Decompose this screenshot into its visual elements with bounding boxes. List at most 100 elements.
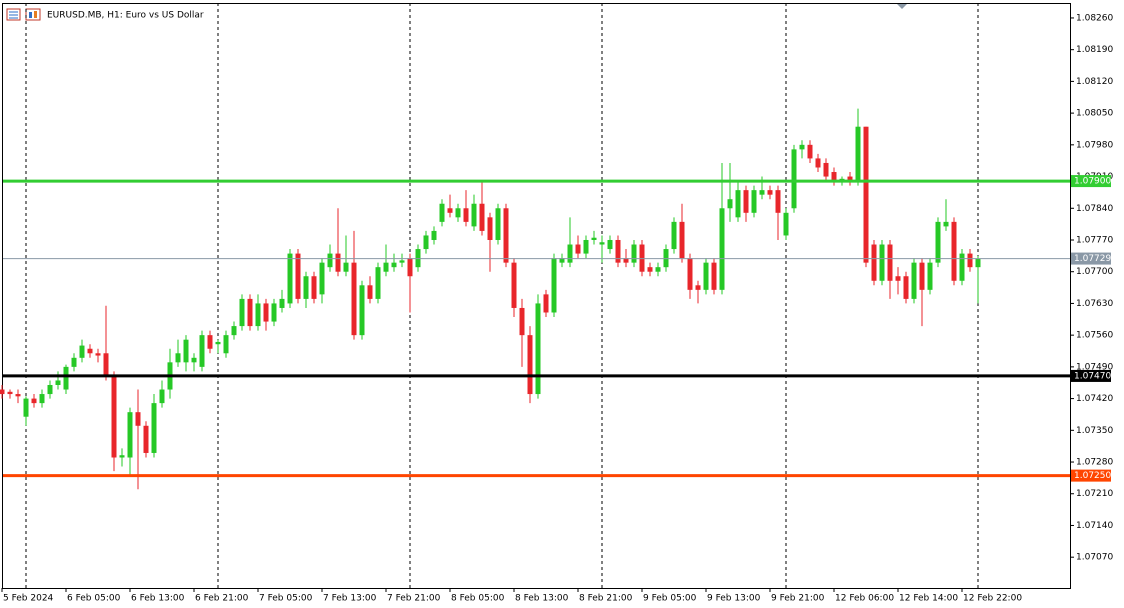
candle-body <box>23 398 29 417</box>
level-label: 1.07250 <box>1074 471 1111 481</box>
candle-body <box>575 244 581 254</box>
candle-body <box>551 258 557 313</box>
x-tick-label: 8 Feb 05:00 <box>451 594 505 604</box>
candle-body <box>895 276 901 281</box>
candle-body <box>119 455 125 458</box>
candle-body <box>567 244 573 263</box>
candle-body <box>911 262 917 299</box>
candle-body <box>127 412 133 458</box>
y-tick-label: 1.07840 <box>1076 204 1113 214</box>
candle-body <box>263 303 269 322</box>
candle-body <box>511 262 517 308</box>
y-tick-label: 1.07770 <box>1076 235 1113 245</box>
candle-body <box>63 366 69 390</box>
x-tick-label: 7 Feb 21:00 <box>387 594 441 604</box>
candle-body <box>743 190 749 213</box>
candle-body <box>247 298 253 327</box>
candle-body <box>199 335 205 367</box>
candle-body <box>535 303 541 395</box>
candle-body <box>231 326 237 336</box>
candle-body <box>687 258 693 290</box>
candle-body <box>175 353 181 363</box>
candle-body <box>183 339 189 363</box>
candle-body <box>487 217 493 240</box>
toolbar-icons[interactable] <box>6 8 41 21</box>
x-tick-label: 5 Feb 2024 <box>3 594 54 604</box>
candle-body <box>751 190 757 213</box>
y-tick-label: 1.07980 <box>1076 140 1113 150</box>
y-tick-label: 1.08190 <box>1076 45 1113 55</box>
icon-chart[interactable] <box>25 8 41 21</box>
candle-body <box>407 258 413 277</box>
candle-body <box>975 258 981 268</box>
candle-body <box>47 384 53 395</box>
level-label-box <box>1071 469 1111 482</box>
x-tick-label: 7 Feb 05:00 <box>259 594 313 604</box>
x-tick-label: 8 Feb 21:00 <box>579 594 633 604</box>
y-tick-label: 1.08050 <box>1076 109 1113 119</box>
candle-body <box>87 348 93 354</box>
candle-body <box>71 357 77 367</box>
candle-body <box>255 303 261 327</box>
candle-body <box>863 126 869 263</box>
candle-body <box>823 162 829 177</box>
candle-body <box>327 253 333 268</box>
candle-body <box>799 144 805 150</box>
y-tick-label: 1.07210 <box>1076 489 1113 499</box>
candle-body <box>583 239 589 254</box>
y-tick-label: 1.07070 <box>1076 553 1113 563</box>
candle-body <box>271 303 277 322</box>
candle-body <box>879 244 885 281</box>
candle-body <box>847 176 853 182</box>
candle-body <box>503 208 509 263</box>
level-label-box <box>1071 175 1111 188</box>
candle-body <box>719 208 725 290</box>
candle-body <box>623 258 629 263</box>
candle-body <box>831 172 837 182</box>
candle-body <box>887 244 893 281</box>
candle-body <box>295 253 301 299</box>
candle-body <box>815 158 821 168</box>
candle-body <box>367 285 373 299</box>
candle-body <box>15 394 21 397</box>
candle-body <box>543 294 549 313</box>
candle-body <box>351 262 357 336</box>
level-label-box <box>1071 252 1111 265</box>
candle-body <box>679 221 685 259</box>
candle-body <box>559 258 565 263</box>
candle-body <box>599 242 605 245</box>
candle-body <box>727 199 733 209</box>
candle-body <box>135 412 141 426</box>
candle-body <box>695 285 701 290</box>
chart-title: EURUSD.MB, H1: Euro vs US Dollar <box>47 11 204 21</box>
candle-body <box>671 221 677 250</box>
candle-body <box>103 353 109 376</box>
candle-body <box>111 375 117 458</box>
shift-marker[interactable] <box>897 4 907 9</box>
candle-body <box>215 341 221 345</box>
candle-body <box>967 253 973 268</box>
candle-body <box>935 221 941 263</box>
level-label: 1.07729 <box>1074 254 1111 264</box>
plot-frame <box>2 3 1071 589</box>
candle-body <box>591 237 597 240</box>
level-label: 1.07900 <box>1074 177 1111 187</box>
candle-body <box>207 335 213 349</box>
y-tick-label: 1.08120 <box>1076 77 1113 87</box>
y-tick-label: 1.07140 <box>1076 521 1113 531</box>
candle-body <box>343 262 349 272</box>
y-tick-label: 1.07280 <box>1076 458 1113 468</box>
candle-body <box>615 239 621 263</box>
candle-body <box>79 345 85 358</box>
x-tick-label: 7 Feb 13:00 <box>323 594 377 604</box>
candle-body <box>943 221 949 227</box>
candle-body <box>143 425 149 453</box>
candle-body <box>391 262 397 268</box>
candle-body <box>759 190 765 195</box>
candle-body <box>527 335 533 395</box>
candle-body <box>447 208 453 213</box>
candle-body <box>383 262 389 272</box>
